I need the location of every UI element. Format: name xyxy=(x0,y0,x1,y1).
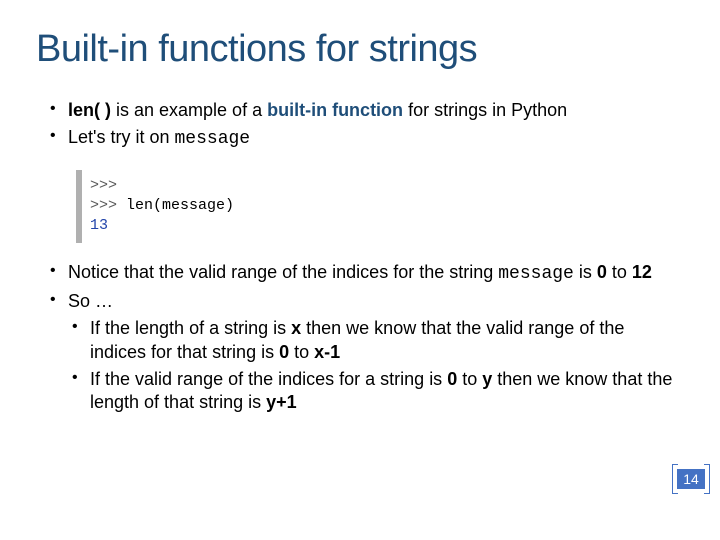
page-number: 14 xyxy=(677,469,705,489)
text-bold: x-1 xyxy=(314,342,340,362)
text: If the length of a string is xyxy=(90,318,291,338)
code-output: 13 xyxy=(90,216,284,236)
slide-title: Built-in functions for strings xyxy=(36,28,684,71)
sub-bullet-item: If the valid range of the indices for a … xyxy=(36,368,684,415)
text-bold: y xyxy=(482,369,492,389)
page-number-badge: 14 xyxy=(674,464,708,494)
text-emphasis: built-in function xyxy=(267,100,403,120)
code-line: >>> len(message) xyxy=(90,196,284,216)
code-line: >>> xyxy=(90,176,284,196)
prompt: >>> xyxy=(90,197,126,214)
text: for strings in Python xyxy=(403,100,567,120)
bracket-left-icon xyxy=(672,464,678,494)
text-bold: 0 xyxy=(279,342,289,362)
code-call: len(message) xyxy=(126,197,234,214)
sub-bullet-item: If the length of a string is x then we k… xyxy=(36,317,684,364)
text: is xyxy=(574,262,597,282)
bullet-item: len( ) is an example of a built-in funct… xyxy=(36,99,684,122)
text: Let's try it on xyxy=(68,127,174,147)
output-value: 13 xyxy=(90,217,108,234)
text-bold: 12 xyxy=(632,262,652,282)
bullet-item: So … xyxy=(36,290,684,313)
text: Notice that the valid range of the indic… xyxy=(68,262,498,282)
text: So … xyxy=(68,291,113,311)
text-bold: 0 xyxy=(447,369,457,389)
text-bold: len( ) xyxy=(68,100,111,120)
bullet-item: Notice that the valid range of the indic… xyxy=(36,261,684,286)
prompt: >>> xyxy=(90,177,117,194)
text-mono: message xyxy=(498,264,574,284)
text: to xyxy=(457,369,482,389)
slide-body: len( ) is an example of a built-in funct… xyxy=(36,99,684,415)
text: to xyxy=(289,342,314,362)
bracket-right-icon xyxy=(704,464,710,494)
bullet-item: Let's try it on message xyxy=(36,126,684,151)
text-bold: 0 xyxy=(597,262,607,282)
text: If the valid range of the indices for a … xyxy=(90,369,447,389)
code-block: >>> >>> len(message) 13 xyxy=(76,170,296,243)
text: is an example of a xyxy=(111,100,267,120)
slide: Built-in functions for strings len( ) is… xyxy=(0,0,720,540)
text-mono: message xyxy=(174,129,250,149)
text-bold: x xyxy=(291,318,301,338)
text-bold: y+1 xyxy=(266,392,297,412)
text: to xyxy=(607,262,632,282)
